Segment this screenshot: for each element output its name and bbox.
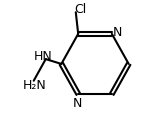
Text: Cl: Cl bbox=[75, 3, 87, 16]
Text: HN: HN bbox=[34, 50, 53, 63]
Text: N: N bbox=[113, 26, 123, 39]
Text: H₂N: H₂N bbox=[23, 79, 47, 92]
Text: N: N bbox=[72, 97, 82, 110]
